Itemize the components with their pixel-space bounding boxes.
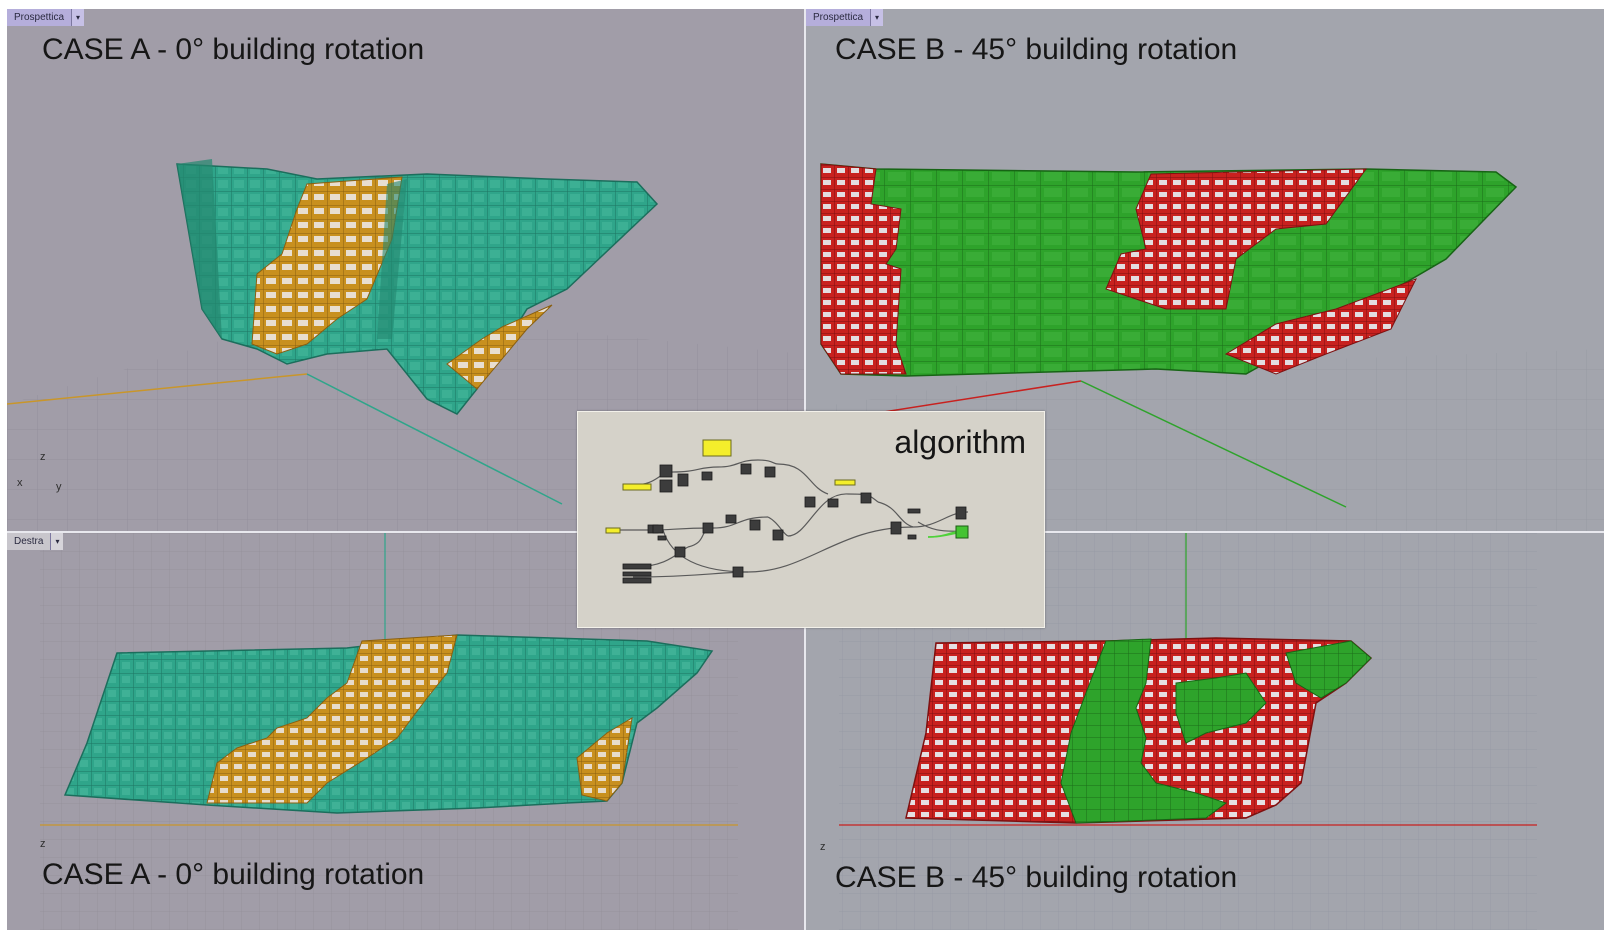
- chevron-down-icon[interactable]: ▾: [50, 533, 64, 550]
- viewport-tab-label: Prospettica: [806, 9, 871, 26]
- case-a-title-bottom: CASE A - 0° building rotation: [42, 858, 425, 891]
- case-a-title: CASE A - 0° building rotation: [42, 33, 425, 66]
- x-axis-line: [7, 373, 308, 405]
- case-b-title-bottom: CASE B - 45° building rotation: [835, 861, 1238, 894]
- viewport-tab-label: Destra: [7, 533, 51, 550]
- axis-z-label: z: [40, 838, 46, 850]
- chevron-down-icon[interactable]: ▾: [870, 9, 884, 26]
- algorithm-title: algorithm: [894, 424, 1026, 460]
- case-b-building: [820, 163, 1518, 377]
- case-a-elevation: [63, 634, 714, 814]
- y-axis-line: [306, 373, 563, 505]
- case-a-building: [176, 159, 659, 415]
- chevron-down-icon[interactable]: ▾: [71, 9, 85, 26]
- axis-x-label: x: [17, 477, 23, 489]
- viewport-tab-perspective[interactable]: Prospettica ▾: [806, 9, 884, 26]
- grasshopper-definition-graph: [605, 439, 969, 584]
- algorithm-panel: algorithm: [577, 411, 1045, 628]
- viewport-tab-label: Prospettica: [7, 9, 72, 26]
- case-b-perspective-scene: [806, 163, 1604, 531]
- case-b-elevation: [905, 637, 1373, 824]
- y-axis-line: [1080, 380, 1347, 508]
- axis-y-label: y: [56, 481, 62, 493]
- viewport-tab-perspective[interactable]: Prospettica ▾: [7, 9, 85, 26]
- axis-z-label: z: [820, 841, 826, 853]
- case-b-title: CASE B - 45° building rotation: [835, 33, 1238, 66]
- viewport-tab-right[interactable]: Destra ▾: [7, 533, 64, 550]
- axis-z-label: z: [40, 451, 46, 463]
- viewport-right-case-b[interactable]: z CASE B - 45° building rotation: [806, 533, 1604, 930]
